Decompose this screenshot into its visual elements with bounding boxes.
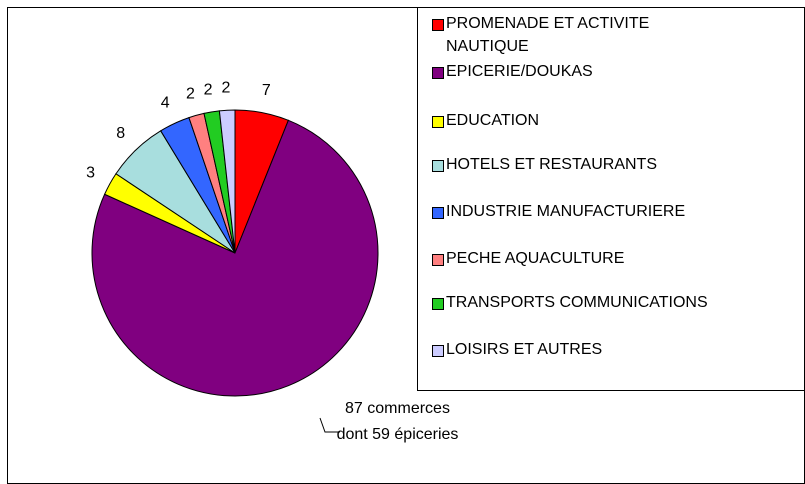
data-label: 2 [222,79,231,96]
data-label: 4 [161,95,170,112]
legend-label: LOISIRS ET AUTRES [446,341,603,358]
data-label: 2 [204,81,213,98]
legend-swatch [432,345,444,357]
leader-line [319,417,340,433]
data-label: 87 commerces dont 59 épiceries [336,400,459,443]
legend-label: TRANSPORTS COMMUNICATIONS [446,294,708,311]
legend-swatch [432,67,444,79]
legend-label: INDUSTRIE MANUFACTURIERE [446,203,686,220]
legend-label: EDUCATION [446,112,540,129]
data-label: 3 [86,164,95,181]
legend-swatch [432,207,444,219]
legend-swatch [432,160,444,172]
legend-label: PECHE AQUACULTURE [446,250,625,267]
data-label: 7 [262,82,271,99]
pie-slice [218,109,236,254]
legend-swatch [432,254,444,266]
data-label: 8 [116,125,125,142]
legend-label: PROMENADE ET ACTIVITE NAUTIQUE [446,15,650,55]
legend-swatch [432,116,444,128]
data-label: 2 [186,85,195,102]
legend-label: EPICERIE/DOUKAS [446,63,593,80]
legend-swatch [432,19,444,31]
pie-slice [91,119,379,397]
legend-label: HOTELS ET RESTAURANTS [446,156,657,173]
legend-swatch [432,298,444,310]
legend-box [417,7,805,391]
